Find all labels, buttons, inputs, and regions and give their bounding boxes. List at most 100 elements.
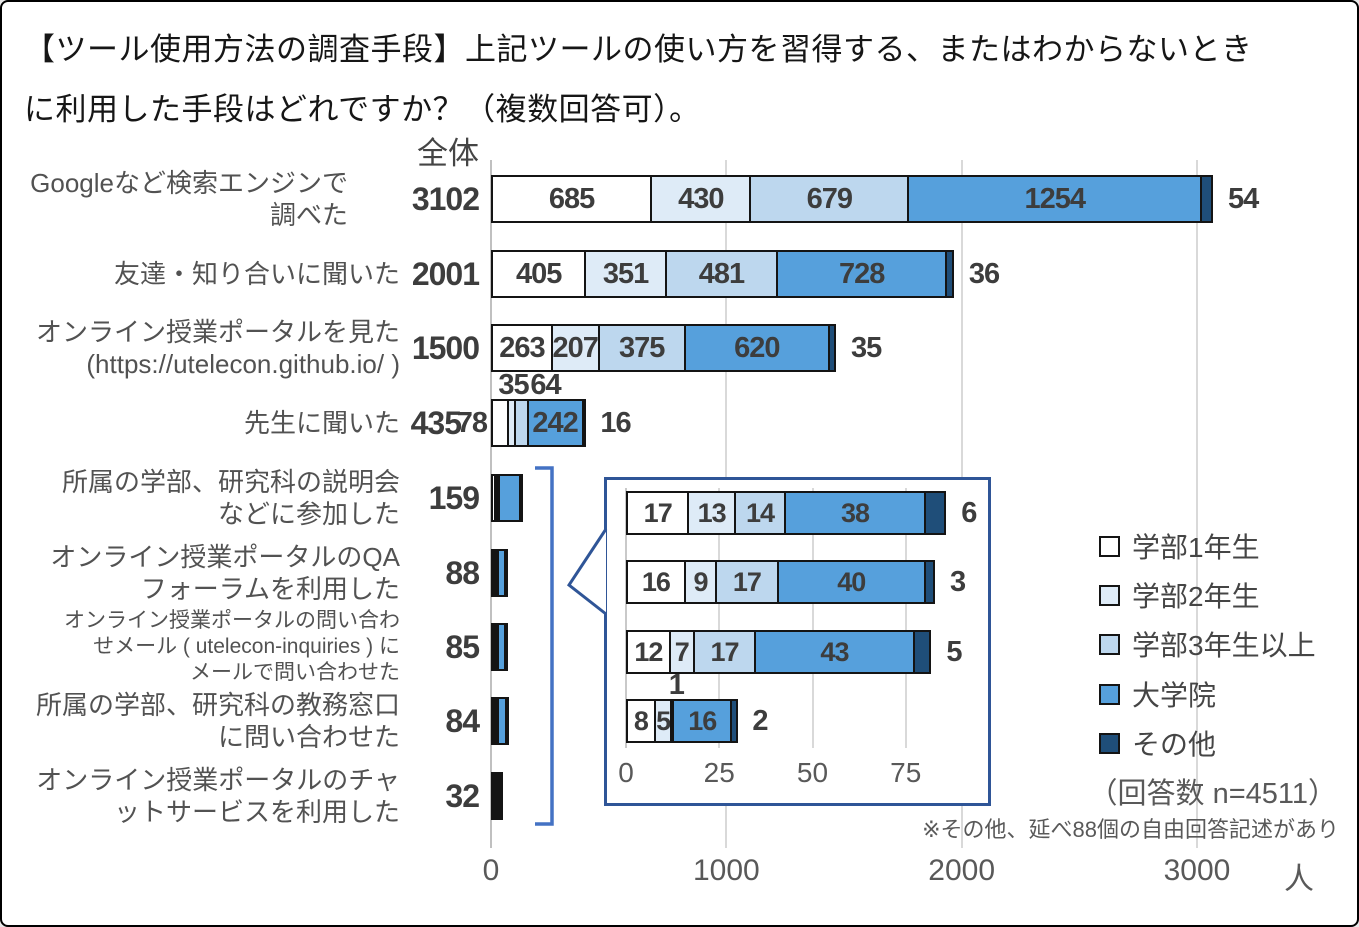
inset-row3-segment-value: 8 (633, 705, 649, 736)
row-total-label: 84 (445, 702, 480, 739)
gridline-3000 (1195, 160, 1198, 848)
inset-row3-segment-3: 16 (672, 699, 733, 743)
inset-row0-segment-value-end: 6 (961, 496, 977, 529)
category-label: オンライン授業ポータルのチャ ットサービスを利用した (16, 764, 400, 828)
row-total-label: 3102 (411, 180, 480, 217)
legend-swatch (1099, 535, 1120, 557)
row1-segment-value: 405 (515, 257, 562, 290)
row3-bar: 242 (491, 399, 586, 447)
inset-row2-segment-value-end: 5 (946, 635, 962, 668)
row3-segment-value: 242 (532, 406, 578, 439)
row4-bar (491, 474, 523, 522)
row1-segment-0: 405 (491, 250, 587, 298)
row-total-label: 1500 (411, 329, 480, 366)
row4-segment-4 (518, 474, 523, 522)
inset-row2-segment-value: 43 (820, 636, 849, 667)
footnote: ※その他、延べ88個の自由回答記述があり (922, 817, 1339, 842)
row7-segment-4 (505, 697, 510, 745)
inset-x-tick-label-25: 25 (703, 757, 735, 788)
row1-segment-1: 351 (584, 250, 667, 298)
legend-swatch (1099, 633, 1120, 655)
category-label: オンライン授業ポータルのQA フォーラムを利用した (16, 541, 400, 605)
row2-bar: 263 207 375 620 (491, 324, 836, 372)
category-label-line: 先生に聞いた (243, 407, 400, 438)
category-label: 先生に聞いた (16, 407, 400, 439)
row3-segment-3: 242 (526, 399, 584, 447)
inset-row3-segment-value: 5 (656, 705, 671, 736)
row0-segment-2: 679 (749, 175, 910, 223)
legend-label: その他 (1132, 729, 1217, 760)
legend-label: 大学院 (1132, 680, 1217, 711)
row1-segment-4 (945, 250, 954, 298)
inset-row0-segment-value: 17 (643, 497, 673, 528)
legend-item: その他 (1099, 723, 1216, 763)
inset-row1-segment-value-end: 3 (950, 565, 966, 598)
inset-row3-segment-value-above: 1 (668, 669, 685, 701)
row4-segment-3 (498, 474, 521, 522)
legend-label: 学部3年生以上 (1132, 630, 1316, 661)
inset-row0-segment-value: 38 (840, 497, 870, 528)
inset-row2-segment-3: 43 (754, 630, 915, 674)
x-tick-label-3000: 3000 (1163, 854, 1231, 887)
category-label-line: メールで問い合わせた (190, 661, 400, 685)
inset-x-tick-label-0: 0 (618, 757, 634, 788)
category-label-line: オンライン授業ポータルを見た (35, 316, 400, 347)
inset-row3-segment-1: 5 (653, 699, 673, 743)
category-label-line: Googleなど検索エンジンで調べた (30, 167, 348, 230)
row8-bar (491, 772, 503, 820)
row6-bar (491, 623, 509, 671)
row2-segment-value: 263 (499, 331, 545, 364)
row0-segment-value: 1254 (1024, 182, 1086, 215)
row-total-label: 32 (445, 777, 480, 814)
row0-bar: 685 430 679 1254 (491, 175, 1213, 223)
inset-row1-segment-value: 40 (837, 566, 866, 597)
legend-item: 学部1年生 (1099, 526, 1260, 566)
x-tick-label-2000: 2000 (928, 854, 996, 887)
row1-segment-2: 481 (664, 250, 779, 298)
row0-segment-1: 430 (650, 175, 752, 223)
row3-segment-value-above: 35 (498, 369, 529, 401)
category-label-line: (https://utelecon.github.io/ ) (86, 349, 400, 379)
inset-row3-segment-4 (730, 699, 738, 743)
inset-row0-segment-4 (923, 491, 947, 535)
row0-segment-value: 430 (678, 182, 724, 215)
row0-segment-3: 1254 (907, 175, 1203, 223)
chart-title-line2: に利用した手段はどれですか？（複数回答可）。 (24, 92, 701, 127)
category-label-line: に問い合わせた (217, 722, 400, 752)
inset-row0-segment-1: 13 (687, 491, 736, 535)
inset-row2-segment-1: 7 (668, 630, 695, 674)
inset-gridline-0 (625, 488, 627, 748)
legend-swatch (1099, 683, 1120, 705)
inset-row1-segment-2: 17 (715, 560, 779, 604)
row1-segment-value: 728 (839, 257, 885, 290)
row-total-label: 88 (445, 554, 480, 591)
inset-row3-segment-value: 16 (688, 705, 717, 736)
category-label-line: フォーラムを利用した (140, 574, 400, 604)
x-axis-unit-label: 人 (1284, 863, 1314, 896)
row0-segment-4 (1200, 175, 1213, 223)
inset-gridline-75 (904, 488, 907, 748)
inset-row1-segment-4 (923, 560, 936, 604)
row2-segment-value: 620 (734, 331, 780, 364)
category-label: 所属の学部、研究科の説明会 などに参加した (16, 466, 400, 530)
row1-bar: 405 351 481 728 (491, 250, 954, 298)
legend-item: 学部2年生 (1099, 575, 1260, 615)
legend-item: 学部3年生以上 (1099, 624, 1316, 664)
inset-row1-segment-0: 16 (626, 560, 686, 604)
row3-segment-value-left: 78 (456, 406, 488, 439)
inset-row2-segment-2: 17 (692, 630, 757, 674)
row-total-label: 159 (428, 479, 480, 516)
inset-row1-segment-3: 40 (776, 560, 926, 604)
category-label-line: オンライン授業ポータルのチャ (36, 764, 400, 795)
inset-row2-bar: 12 7 17 43 (626, 630, 932, 674)
legend-item: 大学院 (1099, 674, 1216, 714)
legend-label: 学部1年生 (1132, 532, 1260, 563)
category-label: オンライン授業ポータルを見た (https://utelecon.github.i… (16, 316, 400, 380)
inset-row2-segment-value: 17 (710, 636, 740, 667)
row3-segment-value-above: 64 (530, 369, 561, 401)
inset-row0-segment-3: 38 (784, 491, 926, 535)
row2-segment-1: 207 (550, 324, 600, 372)
inset-x-tick-label-50: 50 (796, 757, 829, 788)
